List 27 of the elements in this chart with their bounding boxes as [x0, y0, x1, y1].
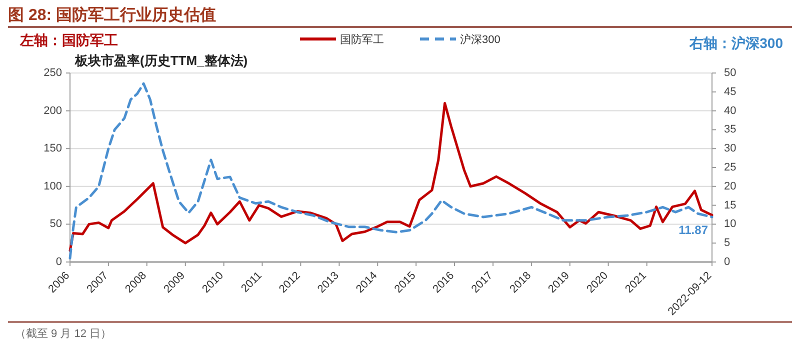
y2-tick-label: 10	[724, 218, 736, 230]
annotation: 11.87	[678, 223, 708, 238]
y2-axis-title: 右轴：沪深300	[688, 35, 784, 51]
y2-tick-label: 40	[724, 104, 736, 117]
y-tick-label: 100	[44, 180, 62, 192]
y2-tick-label: 0	[724, 256, 730, 268]
y2-tick-label: 30	[724, 142, 736, 155]
y2-tick-label: 20	[724, 180, 736, 192]
y-tick-label: 50	[50, 218, 62, 230]
y-tick-label: 150	[44, 142, 62, 155]
y2-tick-label: 25	[724, 162, 736, 174]
y2-tick-label: 5	[724, 237, 730, 250]
y2-tick-label: 50	[724, 67, 736, 79]
chart-subtitle: 板块市盈率(历史TTM_整体法)	[74, 53, 248, 68]
legend-label: 国防军工	[340, 33, 384, 46]
legend-label: 沪深300	[460, 33, 500, 46]
line-series	[68, 82, 714, 260]
line-series	[68, 102, 714, 252]
y2-tick-label: 45	[724, 86, 736, 98]
y-tick-label: 0	[56, 256, 62, 268]
y-tick-label: 200	[44, 104, 62, 117]
y2-tick-label: 15	[724, 199, 736, 212]
y-axis-title: 左轴：国防军工	[19, 32, 118, 48]
text: （截至 9 月 12 日）	[15, 327, 112, 340]
y2-tick-label: 35	[724, 124, 736, 136]
y-tick-label: 250	[44, 67, 62, 79]
chart-title: 图 28: 国防军工行业历史估值	[8, 6, 216, 24]
